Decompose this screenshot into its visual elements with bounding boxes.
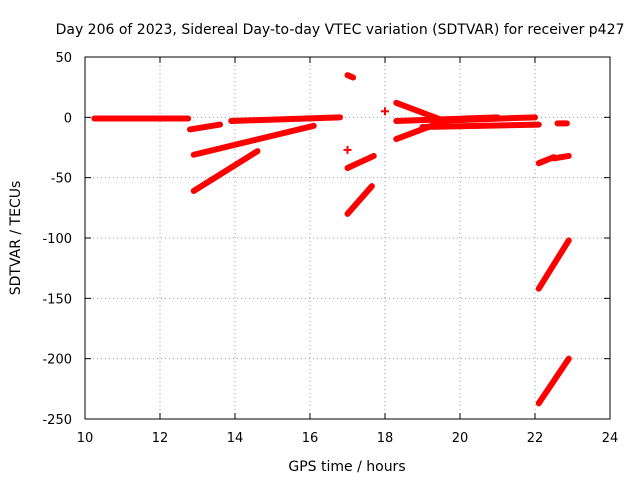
x-tick-label: 14 (227, 431, 244, 446)
y-tick-label: 0 (64, 111, 72, 126)
data-track (535, 237, 572, 292)
data-series-track-3 (190, 122, 317, 158)
x-tick-label: 10 (77, 431, 94, 446)
x-tick-label: 12 (152, 431, 169, 446)
x-tick-label: 18 (377, 431, 394, 446)
y-tick-label: -150 (42, 292, 72, 307)
data-track (550, 152, 572, 162)
x-tick-label: 20 (452, 431, 469, 446)
y-tick-label: -100 (42, 232, 72, 247)
y-tick-label: 50 (55, 51, 72, 66)
data-track (187, 121, 223, 133)
data-series-track-19 (535, 237, 572, 292)
y-tick-labels: 50 0 -50 -100 -150 -200 -250 (42, 51, 72, 428)
x-tick-label: 24 (602, 431, 619, 446)
data-series-track-5 (228, 114, 343, 124)
data-track (344, 183, 375, 217)
y-tick-label: -250 (42, 413, 72, 428)
data-track (419, 121, 542, 130)
data-series-track-6 (344, 72, 357, 81)
data-track (190, 148, 261, 194)
data-track (228, 114, 343, 124)
data-series-track-8 (344, 152, 377, 172)
data-series-track-17 (550, 152, 572, 162)
data-track (430, 114, 538, 124)
x-tick-labels: 10 12 14 16 18 20 22 24 (77, 431, 619, 446)
y-axis-label: SDTVAR / TECUs (8, 181, 24, 296)
data-series-track-9 (344, 183, 375, 217)
x-tick-label: 16 (302, 431, 319, 446)
data-series-track-10 (381, 107, 389, 116)
data-series-track-15 (419, 121, 542, 130)
data-layer (91, 72, 572, 407)
data-track (190, 122, 317, 158)
data-track (344, 152, 377, 172)
data-series-track-20 (535, 355, 572, 407)
data-series-track-2 (187, 121, 223, 133)
x-tick-label: 22 (527, 431, 544, 446)
data-track (344, 72, 357, 81)
y-tick-label: -50 (51, 172, 72, 187)
ticks (84, 56, 611, 420)
grid (85, 57, 610, 419)
data-series-track-7 (343, 145, 352, 154)
plot-frame (84, 56, 611, 420)
x-axis-label: GPS time / hours (288, 459, 405, 475)
data-track (535, 355, 572, 407)
data-series-track-4 (190, 148, 261, 194)
y-tick-label: -200 (42, 353, 72, 368)
data-series-track-14 (430, 114, 538, 124)
chart-title: Day 206 of 2023, Sidereal Day-to-day VTE… (56, 22, 625, 38)
